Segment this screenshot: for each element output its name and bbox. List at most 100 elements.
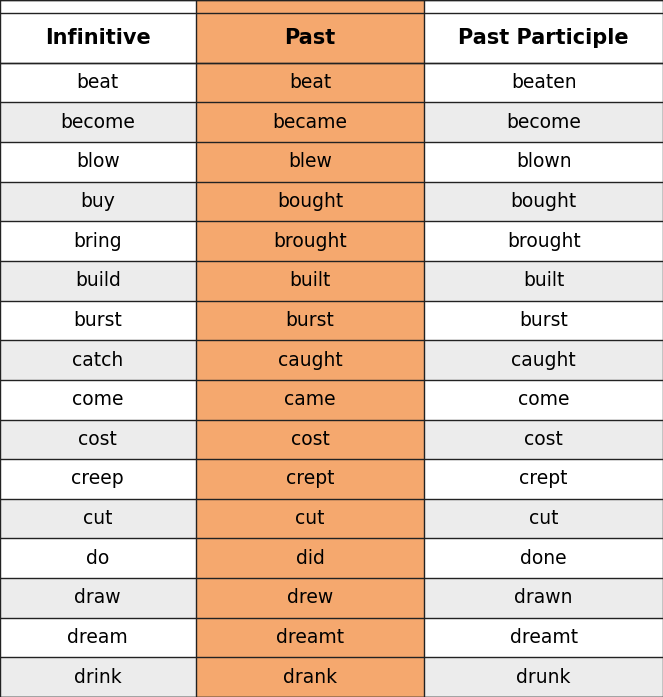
- Bar: [0, 0, 196, 13]
- Bar: [424, 420, 663, 459]
- Text: Infinitive: Infinitive: [45, 28, 151, 47]
- Text: Past: Past: [284, 28, 335, 47]
- Text: beat: beat: [289, 73, 331, 92]
- Text: blown: blown: [516, 153, 572, 171]
- Text: dreamt: dreamt: [510, 628, 577, 647]
- Text: cost: cost: [524, 430, 563, 449]
- Text: come: come: [518, 390, 570, 409]
- Text: did: did: [296, 549, 324, 568]
- Bar: [424, 261, 663, 300]
- Bar: [0, 380, 196, 420]
- Bar: [196, 182, 424, 222]
- Bar: [424, 13, 663, 63]
- Text: creep: creep: [72, 470, 124, 489]
- Text: do: do: [86, 549, 109, 568]
- Bar: [0, 102, 196, 142]
- Text: beaten: beaten: [511, 73, 576, 92]
- Text: become: become: [507, 113, 581, 132]
- Text: burst: burst: [519, 311, 568, 330]
- Bar: [424, 538, 663, 578]
- Text: caught: caught: [511, 351, 576, 369]
- Bar: [424, 499, 663, 538]
- Bar: [0, 13, 196, 63]
- Text: Past Participle: Past Participle: [458, 28, 629, 47]
- Text: came: came: [284, 390, 335, 409]
- Bar: [424, 142, 663, 182]
- Bar: [196, 13, 424, 63]
- Bar: [196, 380, 424, 420]
- Text: drunk: drunk: [516, 668, 571, 687]
- Text: become: become: [60, 113, 135, 132]
- Text: caught: caught: [278, 351, 342, 369]
- Bar: [424, 578, 663, 618]
- Bar: [424, 657, 663, 697]
- Bar: [196, 618, 424, 657]
- Text: burst: burst: [74, 311, 122, 330]
- Bar: [0, 300, 196, 340]
- Text: dreamt: dreamt: [276, 628, 344, 647]
- Bar: [0, 340, 196, 380]
- Bar: [196, 63, 424, 102]
- Text: built: built: [289, 271, 331, 290]
- Text: blow: blow: [76, 153, 119, 171]
- Text: come: come: [72, 390, 123, 409]
- Bar: [424, 300, 663, 340]
- Text: catch: catch: [72, 351, 123, 369]
- Text: drew: drew: [287, 588, 333, 607]
- Bar: [0, 142, 196, 182]
- Text: burst: burst: [286, 311, 334, 330]
- Bar: [196, 102, 424, 142]
- Bar: [0, 420, 196, 459]
- Text: build: build: [75, 271, 121, 290]
- Bar: [0, 618, 196, 657]
- Bar: [196, 578, 424, 618]
- Text: beat: beat: [77, 73, 119, 92]
- Bar: [196, 538, 424, 578]
- Bar: [424, 459, 663, 499]
- Bar: [196, 657, 424, 697]
- Text: brought: brought: [273, 231, 347, 251]
- Text: drink: drink: [74, 668, 122, 687]
- Text: bring: bring: [74, 231, 122, 251]
- Bar: [196, 142, 424, 182]
- Text: cost: cost: [290, 430, 330, 449]
- Bar: [196, 459, 424, 499]
- Bar: [196, 261, 424, 300]
- Bar: [424, 618, 663, 657]
- Text: bought: bought: [511, 192, 577, 211]
- Text: crept: crept: [286, 470, 334, 489]
- Bar: [196, 499, 424, 538]
- Text: drank: drank: [283, 668, 337, 687]
- Text: became: became: [272, 113, 347, 132]
- Text: done: done: [520, 549, 567, 568]
- Bar: [424, 380, 663, 420]
- Text: cost: cost: [78, 430, 117, 449]
- Text: brought: brought: [507, 231, 581, 251]
- Bar: [424, 221, 663, 261]
- Bar: [0, 499, 196, 538]
- Text: cut: cut: [295, 509, 325, 528]
- Text: draw: draw: [74, 588, 121, 607]
- Bar: [0, 657, 196, 697]
- Bar: [0, 182, 196, 222]
- Bar: [196, 300, 424, 340]
- Text: bought: bought: [277, 192, 343, 211]
- Bar: [0, 63, 196, 102]
- Bar: [424, 0, 663, 13]
- Bar: [0, 261, 196, 300]
- Bar: [424, 182, 663, 222]
- Bar: [196, 0, 424, 13]
- Text: buy: buy: [80, 192, 115, 211]
- Text: built: built: [523, 271, 564, 290]
- Bar: [196, 420, 424, 459]
- Bar: [424, 63, 663, 102]
- Bar: [196, 340, 424, 380]
- Text: blew: blew: [288, 153, 332, 171]
- Bar: [0, 459, 196, 499]
- Text: drawn: drawn: [514, 588, 573, 607]
- Text: cut: cut: [529, 509, 558, 528]
- Text: cut: cut: [83, 509, 113, 528]
- Text: crept: crept: [519, 470, 568, 489]
- Bar: [424, 340, 663, 380]
- Text: dream: dream: [68, 628, 128, 647]
